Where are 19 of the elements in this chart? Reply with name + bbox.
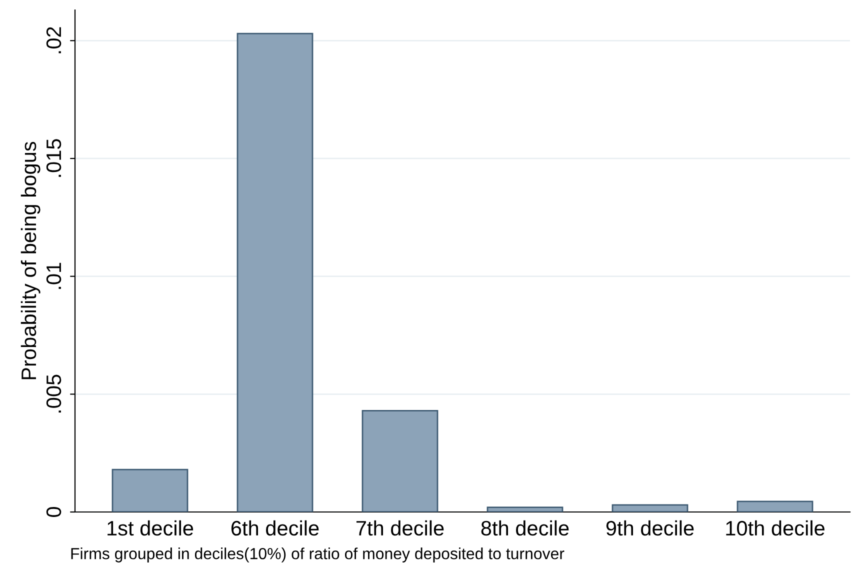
x-tick-label: 1st decile [108, 520, 194, 536]
x-tick-label: 9th decile [606, 520, 694, 536]
bar [612, 504, 688, 512]
bar [736, 500, 814, 512]
y-axis-title: Probability of being bogus [20, 142, 40, 380]
text: Firms grouped in deciles(10%) of ratio of money deposited to turnover [71, 548, 564, 562]
x-tick-label: 7th decile [356, 520, 444, 536]
y-tick-label: .005 [46, 374, 62, 413]
bar [486, 506, 564, 512]
y-tick-label: .015 [46, 139, 62, 177]
y-tick-label: .01 [46, 262, 62, 289]
x-tick-label: 10th decile [726, 520, 824, 536]
y-tick-label: 0 [46, 507, 62, 517]
x-tick-label: 6th decile [231, 520, 319, 536]
x-tick-label: 8th decile [481, 520, 569, 536]
bar [112, 468, 188, 512]
y-tick-label: .02 [46, 27, 62, 54]
bar [236, 32, 314, 512]
bar [362, 410, 438, 512]
